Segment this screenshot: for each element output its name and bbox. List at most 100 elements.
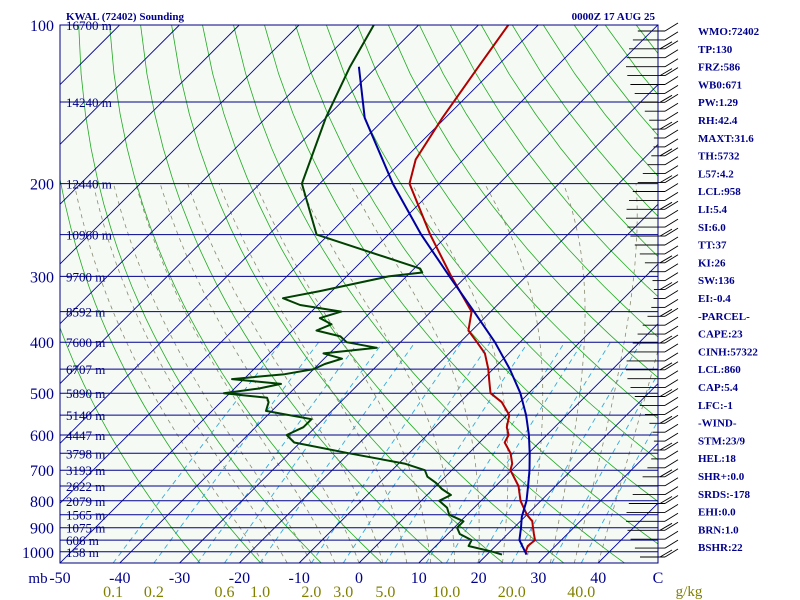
- wind-barb: [647, 459, 679, 469]
- isotherm-line: [418, 323, 658, 563]
- dry-adiabat-line: [60, 326, 201, 563]
- wind-barb-flag: [664, 49, 679, 59]
- isotherm-line: [60, 25, 599, 563]
- wind-barb: [652, 272, 679, 282]
- wind-barb-flag: [664, 290, 679, 299]
- height-label: 1565 m: [66, 508, 105, 523]
- dry-adiabat-line: [419, 25, 658, 338]
- dry-adiabat-line: [791, 25, 800, 563]
- wind-barb-flag: [664, 441, 679, 451]
- index-entry: BRN:1.0: [698, 524, 739, 536]
- wind-barb: [627, 67, 679, 77]
- pressure-tick-label: 1000: [22, 545, 54, 562]
- isotherm-line: [60, 25, 419, 385]
- wind-barb-flag: [664, 370, 679, 380]
- height-label: 9700 m: [66, 269, 105, 284]
- wind-barb: [647, 307, 679, 317]
- moist-adiabat-line: [597, 348, 658, 563]
- isotherm-line: [478, 382, 658, 563]
- wind-barb-flag: [664, 102, 679, 112]
- moist-adiabat-line: [298, 183, 456, 563]
- wind-barb-flag: [664, 406, 679, 415]
- wind-barb-flag: [659, 442, 673, 451]
- moist-adiabat-line: [135, 183, 336, 563]
- wind-barb: [626, 352, 679, 362]
- temperature-tick-label: -50: [49, 570, 70, 587]
- wind-barbs: [626, 22, 679, 558]
- temperature-tick-labels: -50 -40 -30 -20 -10 0 10 20 30 40 C: [49, 570, 663, 587]
- isotherm-line: [358, 263, 658, 563]
- wind-barb: [652, 423, 679, 433]
- height-label: 158 m: [66, 545, 99, 560]
- wind-barb-flag: [659, 469, 673, 478]
- wind-barb-flag: [664, 299, 679, 308]
- mixing-ratio-label: 3.0: [333, 584, 353, 600]
- index-entry: EHI:0.0: [698, 507, 736, 519]
- mixing-ratio-label: 0.1: [103, 584, 123, 600]
- height-label: 7600 m: [66, 335, 105, 350]
- height-label: 5140 m: [66, 408, 105, 423]
- wind-barb-flag: [664, 388, 679, 397]
- mixing-ratio-line: [342, 341, 491, 563]
- mixing-ratio-label: 2.0: [301, 584, 321, 600]
- wind-barb-flag: [664, 459, 679, 469]
- wind-barb-flag: [664, 504, 679, 513]
- wind-barb: [653, 281, 679, 290]
- wind-barb: [637, 477, 679, 487]
- mixing-ratio-line: [197, 341, 359, 563]
- wind-barb: [649, 263, 679, 273]
- dry-adiabat-line: [357, 25, 658, 420]
- mixing-ratio-line: [153, 341, 320, 563]
- wind-barb: [634, 388, 679, 397]
- wind-barb-flag: [664, 156, 679, 166]
- wind-barb: [649, 111, 679, 121]
- chart-title: KWAL (72402) Sounding: [66, 11, 184, 23]
- plot-background: [60, 25, 658, 563]
- wind-barb-flag: [664, 245, 679, 255]
- parcel-trace: [357, 66, 531, 556]
- wind-barb-flag: [664, 183, 679, 192]
- wind-barb-flag: [664, 477, 679, 487]
- dry-adiabat-line: [202, 25, 565, 563]
- dry-adiabat-line: [388, 25, 658, 379]
- wind-barb-flag: [664, 174, 679, 183]
- temperature-trace: [408, 25, 536, 555]
- wind-barb: [649, 414, 679, 424]
- wind-barb: [626, 504, 679, 513]
- isotherm-line: [60, 25, 61, 26]
- height-label: 2622 m: [66, 479, 105, 494]
- index-entry: -PARCEL-: [698, 311, 750, 323]
- wind-barb-flag: [664, 31, 679, 41]
- moist-adiabat-line: [218, 183, 408, 563]
- wind-barb-flag: [664, 468, 679, 478]
- index-entry: CAPE:23: [698, 329, 743, 341]
- temperature-tick-label: -20: [229, 570, 250, 587]
- wind-barb: [639, 93, 679, 103]
- plot-frame: [59, 24, 659, 564]
- wind-barb: [627, 218, 679, 228]
- height-label: 3798 m: [66, 446, 105, 461]
- wind-barb-flag: [659, 121, 673, 130]
- mixing-ratio-line: [425, 341, 566, 563]
- wind-barb: [653, 138, 679, 148]
- wind-barb-flag: [664, 521, 679, 531]
- wind-barb: [644, 102, 679, 112]
- pressure-tick-label: 300: [30, 269, 54, 286]
- height-label: 3193 m: [66, 463, 105, 478]
- height-label: 6707 m: [66, 362, 105, 377]
- wind-barb: [630, 227, 679, 237]
- isotherms: [60, 25, 658, 563]
- height-label: 12440 m: [66, 177, 112, 192]
- mixing-ratio-line: [311, 341, 462, 563]
- wind-barb-flag: [664, 93, 679, 103]
- height-label: 14240 m: [66, 95, 112, 110]
- wind-barb-flag: [664, 209, 679, 219]
- pressure-tick-label: 200: [30, 177, 54, 194]
- dewpoint-trace: [222, 25, 503, 556]
- wind-barb-flag: [664, 414, 679, 424]
- wind-barb-flag: [664, 165, 679, 174]
- wind-barb-flag: [664, 138, 679, 148]
- moist-adiabat-line: [255, 183, 432, 563]
- index-entry: LCL:860: [698, 364, 741, 376]
- wind-barb: [637, 325, 679, 335]
